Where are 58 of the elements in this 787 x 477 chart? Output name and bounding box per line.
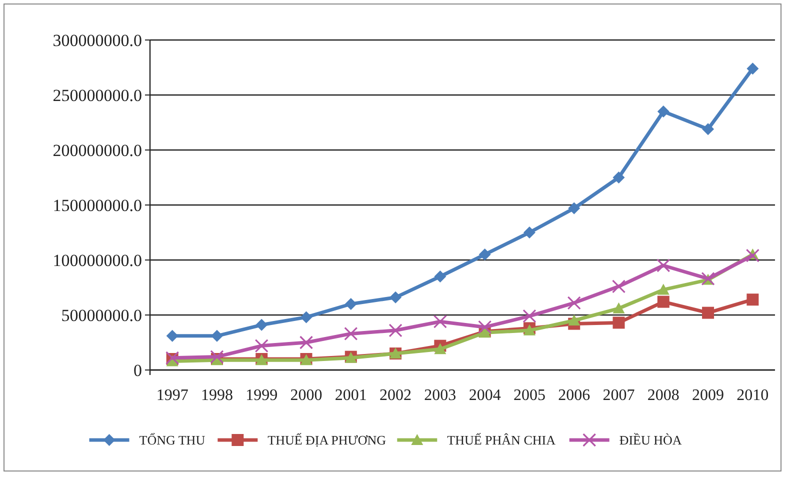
y-tick-label: 150000000.0	[52, 196, 142, 215]
legend-label: TỔNG THU	[139, 432, 206, 448]
point	[746, 62, 759, 75]
point	[657, 284, 670, 295]
point	[300, 311, 312, 324]
x-tick-label: 1997	[156, 387, 188, 404]
x-tick-label: 2000	[290, 387, 322, 404]
point	[478, 320, 492, 334]
point	[702, 123, 714, 136]
y-tick-label: 0	[134, 360, 142, 380]
y-tick-label: 50000000.0	[61, 306, 142, 325]
point	[344, 326, 358, 340]
point	[256, 318, 268, 331]
x-tick-label: 2009	[692, 387, 724, 404]
point	[702, 306, 714, 319]
point	[656, 258, 670, 272]
point	[657, 106, 670, 118]
point	[568, 202, 580, 214]
y-tick-label: 300000000.0	[52, 30, 142, 50]
x-tick-label: 2008	[647, 387, 680, 404]
y-tick-label: 100000000.0	[52, 250, 142, 270]
point	[344, 298, 357, 310]
x-tick-label: 2010	[736, 387, 769, 404]
x-tick-label: 2001	[334, 387, 367, 404]
point	[434, 270, 446, 282]
point	[390, 291, 402, 304]
point	[657, 296, 670, 308]
point	[746, 248, 760, 262]
point	[478, 248, 491, 260]
x-tick-label: 2004	[468, 387, 501, 404]
point	[522, 309, 536, 323]
x-tick-label: 2003	[424, 387, 456, 404]
legend-label: THUẾ ĐỊA PHƯƠNG	[268, 432, 386, 448]
x-tick-label: 2007	[602, 387, 635, 404]
point	[388, 324, 402, 338]
point	[523, 226, 536, 238]
point	[612, 316, 625, 329]
point	[254, 339, 268, 353]
legend-label: ĐIỀU HÒA	[619, 432, 682, 448]
point	[433, 314, 447, 328]
point	[612, 302, 625, 314]
point	[434, 343, 446, 354]
point	[612, 172, 625, 184]
y-tick-label: 200000000.0	[52, 140, 142, 160]
x-tick-label: 2006	[558, 387, 590, 404]
point	[166, 330, 178, 342]
y-tick-label: 250000000.0	[52, 86, 142, 105]
x-tick-label: 1998	[200, 387, 233, 404]
point	[567, 296, 581, 310]
point	[746, 294, 759, 306]
point	[568, 314, 580, 326]
point	[612, 280, 626, 294]
legend-label: THUẾ PHÂN CHIA	[447, 432, 556, 448]
x-tick-label: 2002	[380, 387, 412, 404]
point	[299, 336, 314, 350]
x-tick-label: 1999	[246, 387, 278, 404]
point	[210, 350, 224, 364]
x-tick-label: 2005	[513, 387, 546, 404]
